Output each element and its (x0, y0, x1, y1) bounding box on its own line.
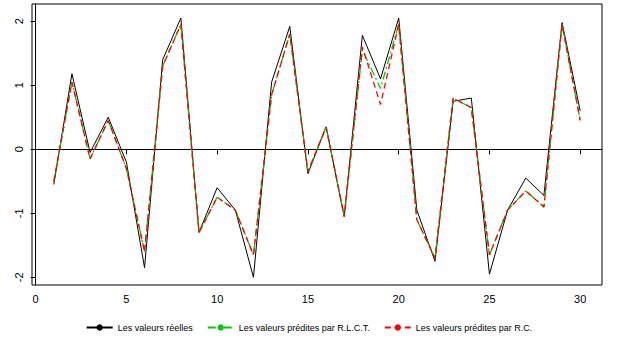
svg-text:25: 25 (483, 293, 495, 305)
svg-text:10: 10 (211, 293, 223, 305)
svg-text:20: 20 (393, 293, 405, 305)
svg-text:-2: -2 (13, 272, 25, 282)
svg-text:30: 30 (574, 293, 586, 305)
svg-text:-1: -1 (13, 208, 25, 218)
svg-text:Les valeurs prédites par R.C.: Les valeurs prédites par R.C. (416, 323, 533, 333)
svg-text:Les valeurs prédites par R.L.C: Les valeurs prédites par R.L.C.T. (239, 323, 370, 333)
svg-text:Les valeurs réelles: Les valeurs réelles (118, 323, 194, 333)
svg-text:0: 0 (13, 146, 25, 152)
svg-text:5: 5 (123, 293, 129, 305)
svg-text:0: 0 (33, 293, 39, 305)
svg-text:15: 15 (302, 293, 314, 305)
svg-text:2: 2 (13, 18, 25, 24)
svg-text:1: 1 (13, 82, 25, 88)
